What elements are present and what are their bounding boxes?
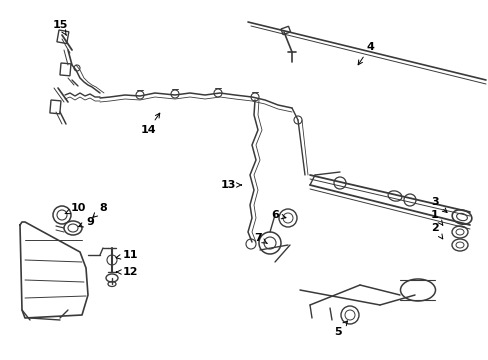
Bar	[60, 63, 71, 76]
Text: 7: 7	[254, 233, 266, 243]
Text: 11: 11	[116, 250, 138, 260]
Text: 6: 6	[270, 210, 285, 220]
Text: 1: 1	[430, 210, 442, 225]
Text: 4: 4	[357, 42, 373, 65]
Text: 10: 10	[65, 203, 85, 214]
Bar	[57, 30, 69, 44]
Text: 14: 14	[140, 113, 160, 135]
Text: 9: 9	[79, 217, 94, 227]
Text: 5: 5	[333, 321, 347, 337]
Text: 2: 2	[430, 223, 442, 239]
Bar	[50, 100, 61, 114]
Text: 8: 8	[93, 203, 107, 217]
Text: 13: 13	[220, 180, 241, 190]
Text: 12: 12	[116, 267, 138, 277]
Bar	[281, 26, 290, 35]
Text: 15: 15	[52, 20, 67, 35]
Text: 3: 3	[430, 197, 446, 212]
